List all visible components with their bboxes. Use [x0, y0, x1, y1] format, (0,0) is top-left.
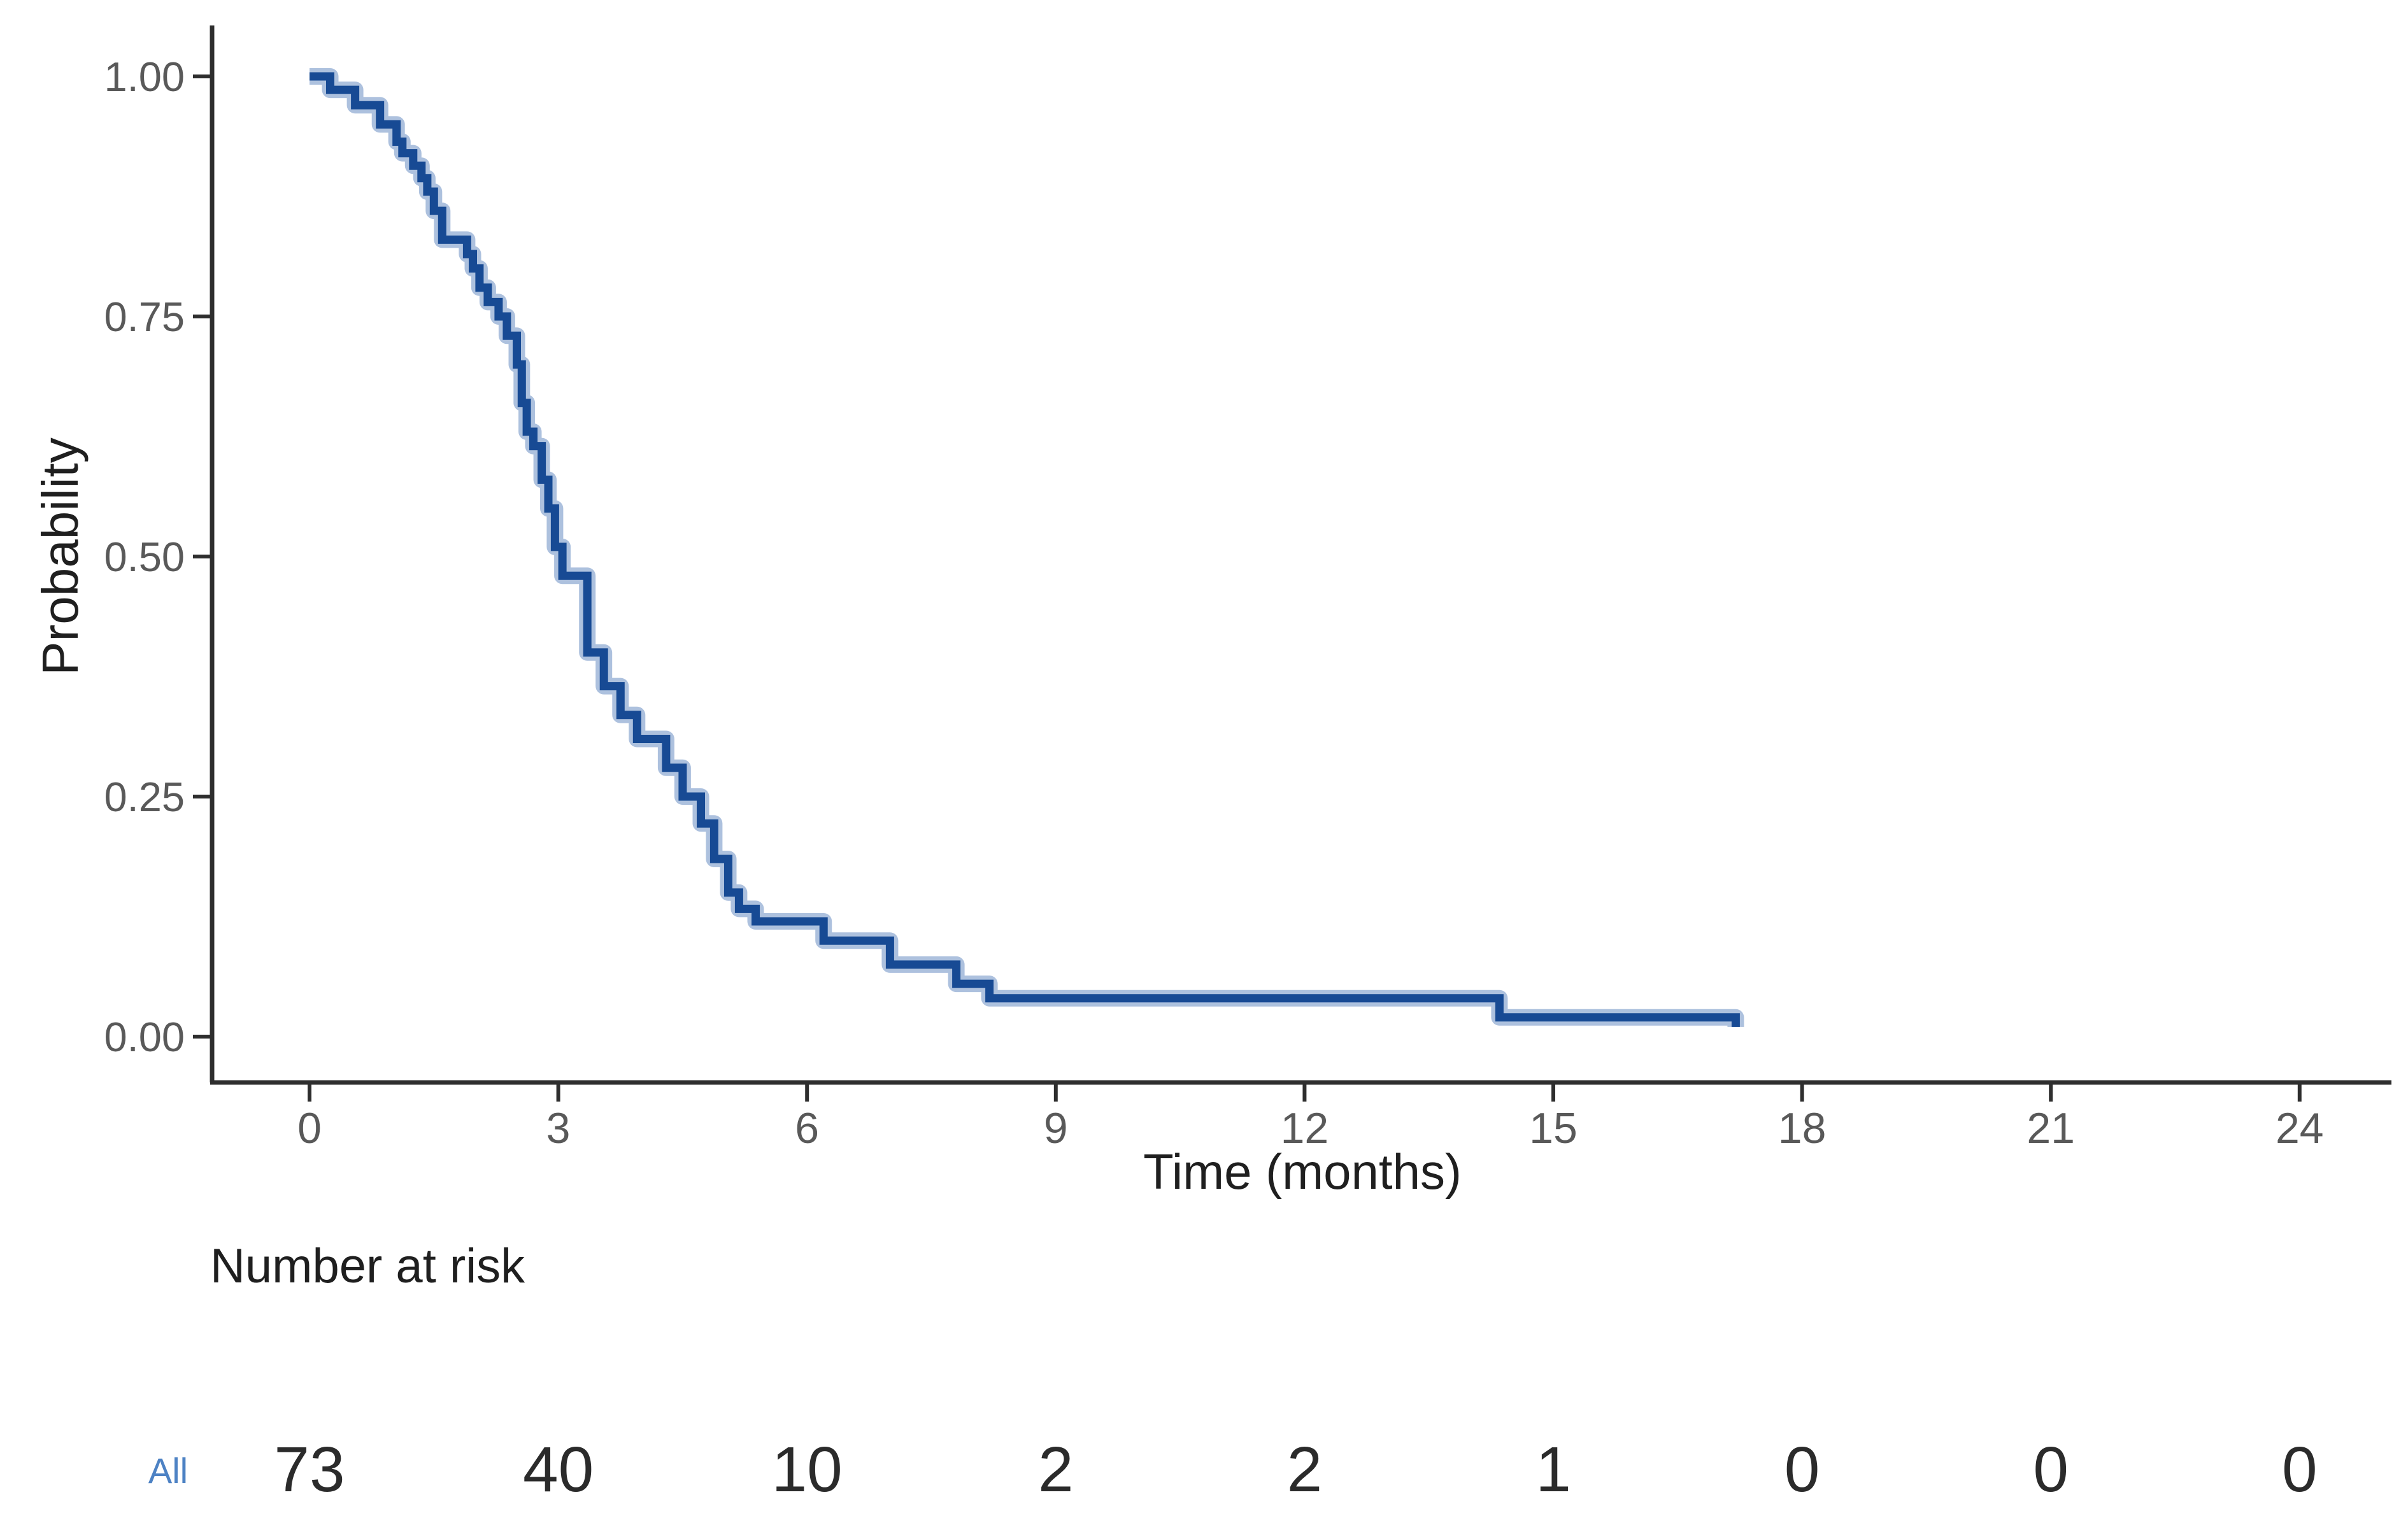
survival-curve	[310, 72, 1740, 1027]
y-tick-label: 1.00	[104, 53, 185, 100]
x-tick-label: 6	[795, 1104, 820, 1153]
risk-value: 0	[2033, 1434, 2069, 1505]
risk-value: 2	[1286, 1434, 1323, 1505]
risk-value: 73	[274, 1434, 345, 1505]
x-tick-label: 0	[297, 1104, 322, 1153]
risk-value: 0	[2281, 1434, 2318, 1505]
risk-value: 1	[1535, 1434, 1571, 1505]
x-tick-label: 24	[2275, 1104, 2324, 1153]
x-tick-label: 21	[2027, 1104, 2076, 1153]
risk-value: 40	[522, 1434, 594, 1505]
risk-value: 0	[1784, 1434, 1820, 1505]
y-tick-label: 0.75	[104, 294, 185, 340]
y-tick-label: 0.50	[104, 534, 185, 580]
x-tick-label: 15	[1529, 1104, 1578, 1153]
y-tick-label: 0.00	[104, 1014, 185, 1060]
x-tick-label: 9	[1043, 1104, 1068, 1153]
x-tick-label: 12	[1280, 1104, 1329, 1153]
x-tick-label: 18	[1778, 1104, 1827, 1153]
y-tick-label: 0.25	[104, 774, 185, 820]
risk-value: 10	[771, 1434, 843, 1505]
risk-value: 2	[1037, 1434, 1074, 1505]
risk-row-label-all: All	[148, 1451, 189, 1491]
survival-curve-halo	[310, 68, 1744, 1027]
x-axis-title: Time (months)	[1143, 1144, 1462, 1200]
number-at-risk-heading: Number at risk	[210, 1239, 525, 1293]
x-tick-label: 3	[546, 1104, 571, 1153]
